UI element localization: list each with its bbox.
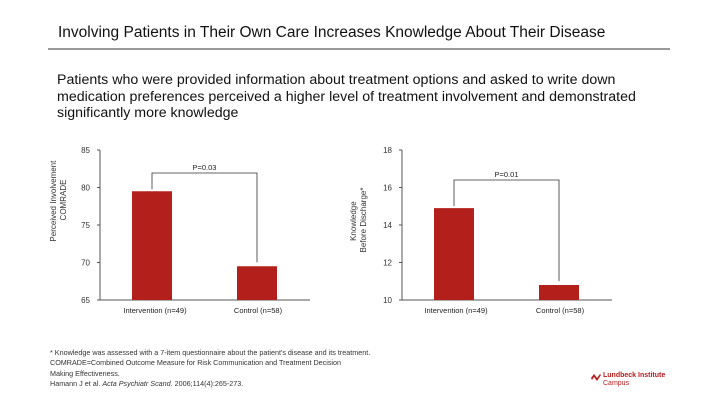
y-axis-label-line2: COMRADE [59, 180, 68, 221]
logo-mark-icon [591, 374, 601, 381]
footnote-comrade: COMRADE=Combined Outcome Measure for Ris… [50, 358, 342, 368]
x-label-control: Control (n=58) [536, 306, 585, 315]
bar-control [539, 285, 579, 300]
logo-line1: Lundbeck Institute [603, 372, 666, 379]
title-divider [48, 48, 670, 50]
y-tick-label: 14 [383, 221, 392, 230]
logo-text: Lundbeck Institute Campus [603, 372, 665, 388]
y-tick-label: 85 [81, 146, 90, 155]
footnote-comrade-cont: Making Effectiveness. [50, 368, 120, 378]
y-tick-label: 16 [383, 184, 392, 193]
footnote-citation: Hamann J et al. Acta Psychiatr Scand. 20… [50, 379, 520, 389]
y-axis-label-knowledge: Knowledge Before Discharge* [349, 188, 368, 253]
significance-bracket [151, 172, 258, 263]
bar-intervention [434, 208, 474, 300]
slide-title: Involving Patients in Their Own Care Inc… [58, 24, 606, 41]
logo-line2: Campus [603, 380, 630, 387]
y-axis-label-line2: Before Discharge* [359, 188, 368, 253]
y-tick-label: 70 [81, 259, 90, 268]
citation-authors: Hamann J et al. [50, 379, 101, 389]
bar-intervention [132, 191, 172, 300]
y-tick-label: 12 [383, 259, 392, 268]
p-value-annotation: P=0.03 [193, 163, 217, 172]
y-tick-label: 10 [383, 296, 392, 305]
y-axis-label-line1: Knowledge [349, 201, 358, 241]
significance-bracket [453, 179, 560, 281]
x-label-control: Control (n=58) [234, 306, 283, 315]
p-value-annotation: P=0.01 [495, 170, 519, 179]
y-tick-label: 18 [383, 146, 392, 155]
bar-control [237, 266, 277, 300]
x-label-intervention: Intervention (n=49) [424, 306, 488, 315]
slide-subtitle: Patients who were provided information a… [57, 72, 636, 121]
y-tick-label: 75 [81, 221, 90, 230]
footnotes: * Knowledge was assessed with a 7-item q… [50, 348, 520, 390]
footnote-knowledge: * Knowledge was assessed with a 7-item q… [50, 348, 371, 357]
chart-involvement: Perceived Involvement COMRADE 85 80 75 70 65… [49, 146, 310, 315]
citation-journal: Acta Psychiatr Scand. [102, 379, 173, 389]
y-axis-label-involvement: Perceived Involvement COMRADE [49, 158, 68, 241]
citation-volume: 2006;114(4):265-273. [174, 379, 244, 389]
y-tick-label: 80 [81, 184, 90, 193]
y-tick-label: 65 [81, 296, 90, 305]
chart-knowledge: Knowledge Before Discharge* 18 16 14 12 10 I… [349, 146, 612, 315]
x-label-intervention: Intervention (n=49) [123, 306, 187, 315]
lundbeck-logo: Lundbeck Institute Campus [590, 370, 700, 400]
y-axis-label-line1: Perceived Involvement [49, 160, 58, 242]
